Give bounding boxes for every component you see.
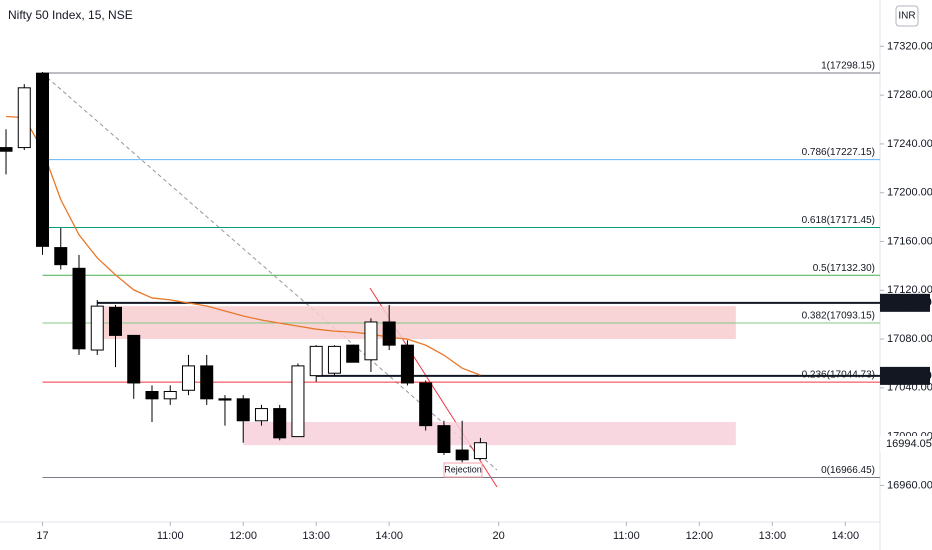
y-tick-label: 17120.00 [887,284,932,296]
candle-body [54,247,68,266]
currency-label[interactable]: INR [898,11,915,22]
price-badge [880,366,930,385]
trend-line-dashed [41,72,498,471]
fib-label: 0.5(17132.30) [813,263,875,274]
candle-body [364,321,378,361]
x-tick-label: 14:00 [375,530,403,542]
x-tick-label: 20 [493,530,505,542]
candle-body [382,321,396,346]
y-tick-label: 16960.00 [887,479,932,491]
candle-body [108,306,122,336]
candle-body [473,442,487,460]
y-tick-label: 17080.00 [887,333,932,345]
candle-body [437,425,451,453]
candle-body [309,345,323,377]
currency-button[interactable] [895,5,919,27]
x-tick-label: 12:00 [686,530,714,542]
x-tick-label: 11:00 [157,530,184,542]
candle-body [200,365,214,400]
candle-body [181,365,195,391]
y-tick-label: 17200.00 [887,187,932,199]
fib-label: 0(16966.45) [821,465,875,476]
annotation-label: Rejection [444,464,482,474]
price-badge [880,293,930,312]
candle-body [72,267,86,350]
fib-label: 0.618(17171.45) [802,215,875,226]
candle-body [327,345,341,374]
candle-body [145,391,159,400]
x-tick-label: 13:00 [302,530,330,542]
chart-title: Nifty 50 Index, 15, NSE [8,8,133,22]
moving-average [5,115,481,376]
x-tick-label: 12:00 [229,530,257,542]
candle-body [273,408,287,439]
x-tick-label: 17 [36,530,48,542]
candle-body [236,398,250,422]
candle-body [400,344,414,384]
candle-body [254,408,268,422]
price-badge-label: 17049.80 [886,370,932,382]
x-tick-label: 14:00 [832,530,860,542]
last-price-badge [880,435,930,452]
price-badge-label: 17109.70 [886,297,932,309]
y-tick-label: 17280.00 [887,89,932,101]
y-tick-label: 17160.00 [887,235,932,247]
candle-body [455,449,469,461]
candle-body [36,72,50,247]
fib-label: 1(17298.15) [821,61,875,72]
last-price-label: 16994.05 [886,438,932,450]
y-tick-label: 17240.00 [887,138,932,150]
candle-body [0,147,13,152]
candle-body [90,305,104,351]
fib-label: 0.786(17227.15) [802,147,875,158]
y-tick-label: 17320.00 [887,40,932,52]
x-tick-label: 11:00 [613,530,640,542]
candle-body [291,365,305,438]
annotation-box [443,462,483,478]
fib-label: 0.382(17093.15) [802,311,875,322]
candle-body [17,87,31,149]
candle-body [127,334,141,384]
zone [243,421,736,446]
candle-body [346,344,360,363]
candle-body [218,398,232,401]
candle-body [163,391,177,400]
candle-body [419,382,433,427]
x-tick-label: 13:00 [759,530,787,542]
